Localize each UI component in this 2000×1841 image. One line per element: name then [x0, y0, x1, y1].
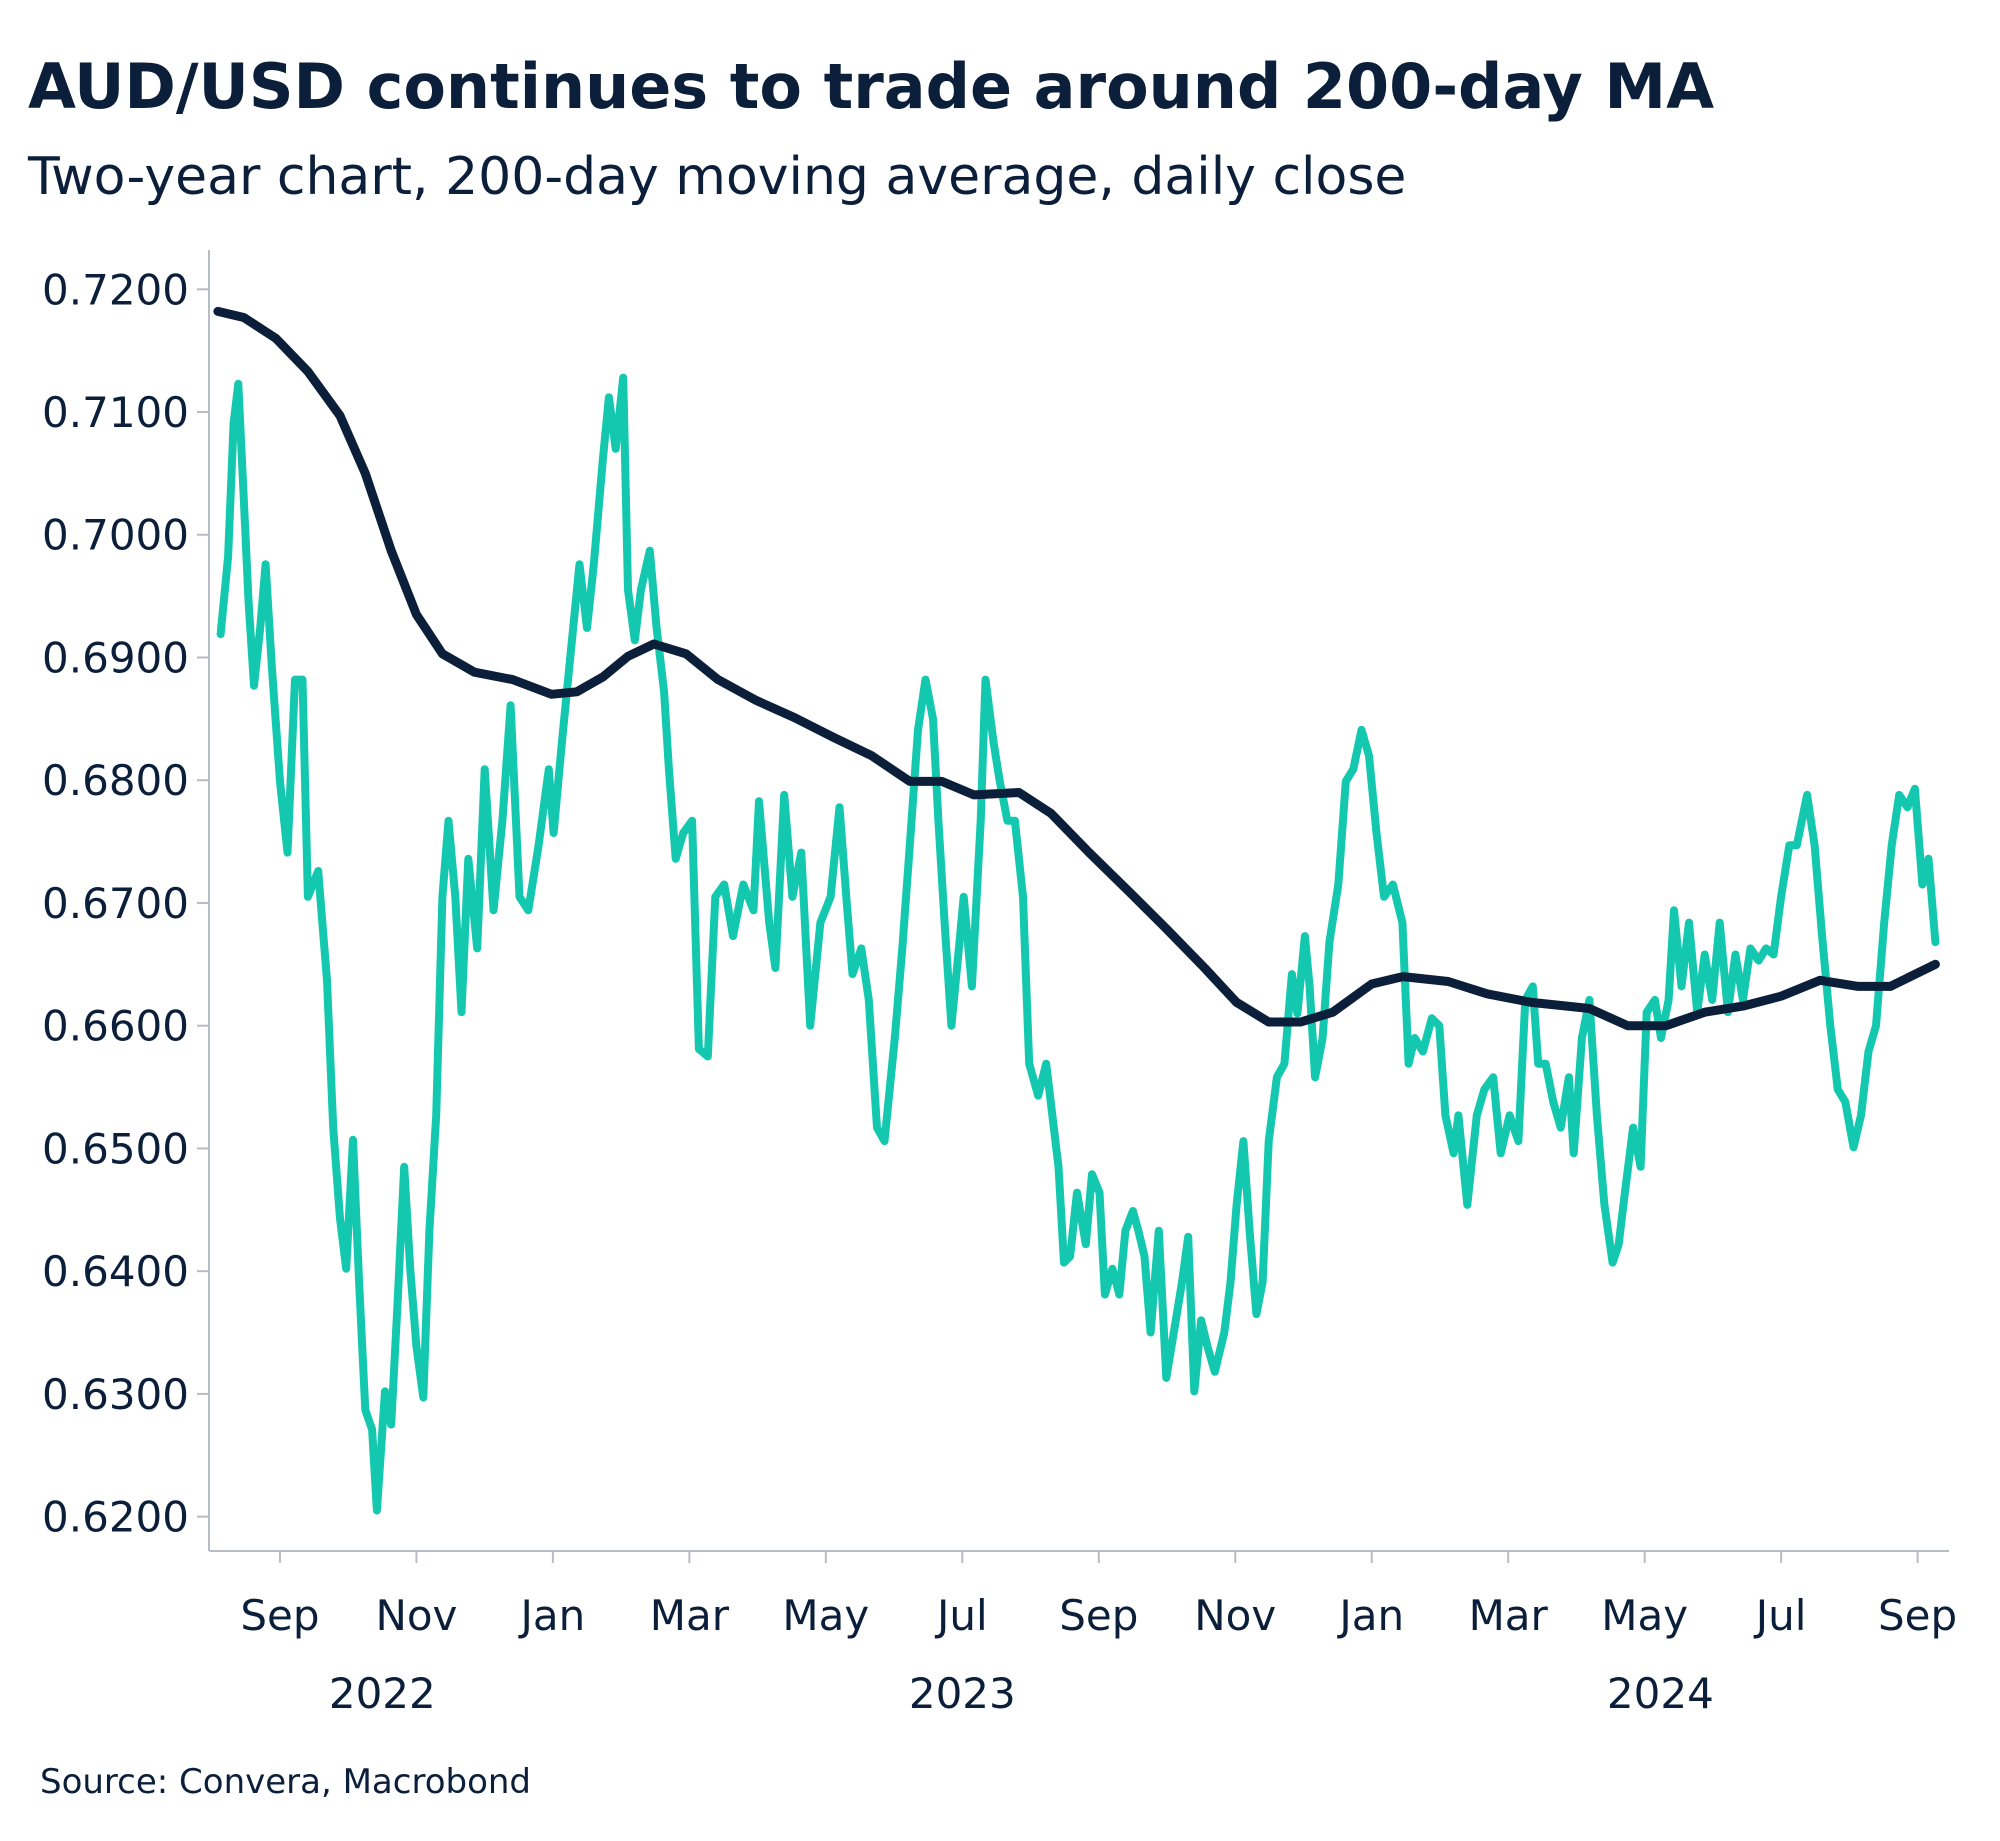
y-tick-label: 0.6700 — [42, 879, 189, 928]
y-tick-label: 0.7200 — [42, 265, 189, 314]
x-tick-label: Sep — [1059, 1591, 1138, 1640]
x-tick-label: Jan — [518, 1591, 586, 1640]
y-tick-label: 0.6900 — [42, 633, 189, 682]
x-tick-label: Jul — [934, 1591, 988, 1640]
y-tick-label: 0.6800 — [42, 756, 189, 805]
y-tick-label: 0.6200 — [42, 1493, 189, 1542]
x-tick-label: Mar — [650, 1591, 730, 1640]
plot-area: 0.6200 0.6300 0.6400 0.6500 0.6600 0.6700 0.68… — [42, 250, 1957, 1718]
x-tick-label: Nov — [1194, 1591, 1276, 1640]
series-line — [213, 306, 1940, 1031]
x-group-label: 2022 — [329, 1669, 436, 1718]
x-group-label: 2023 — [909, 1669, 1016, 1718]
y-tick-label: 0.7100 — [42, 388, 189, 437]
source-note: Source: Convera, Macrobond — [40, 1762, 531, 1802]
chart-title: AUD/USD continues to trade around 200-da… — [28, 50, 1714, 123]
series-line — [216, 373, 1940, 1515]
y-tick-label: 0.6300 — [42, 1370, 189, 1419]
y-tick-label: 0.7000 — [42, 511, 189, 560]
y-tick-label: 0.6500 — [42, 1124, 189, 1173]
x-tick-label: Sep — [240, 1591, 319, 1640]
x-tick-label: Jan — [1336, 1591, 1404, 1640]
x-tick-label: May — [782, 1591, 869, 1640]
x-tick-label: Sep — [1878, 1591, 1957, 1640]
x-tick-label: Nov — [375, 1591, 457, 1640]
x-group-label: 2024 — [1607, 1669, 1714, 1718]
y-tick-label: 0.6400 — [42, 1247, 189, 1296]
x-tick-label: May — [1601, 1591, 1688, 1640]
chart-subtitle: Two-year chart, 200-day moving average, … — [27, 147, 1406, 207]
x-tick-label: Mar — [1469, 1591, 1549, 1640]
x-tick-label: Jul — [1753, 1591, 1807, 1640]
y-tick-label: 0.6600 — [42, 1002, 189, 1051]
